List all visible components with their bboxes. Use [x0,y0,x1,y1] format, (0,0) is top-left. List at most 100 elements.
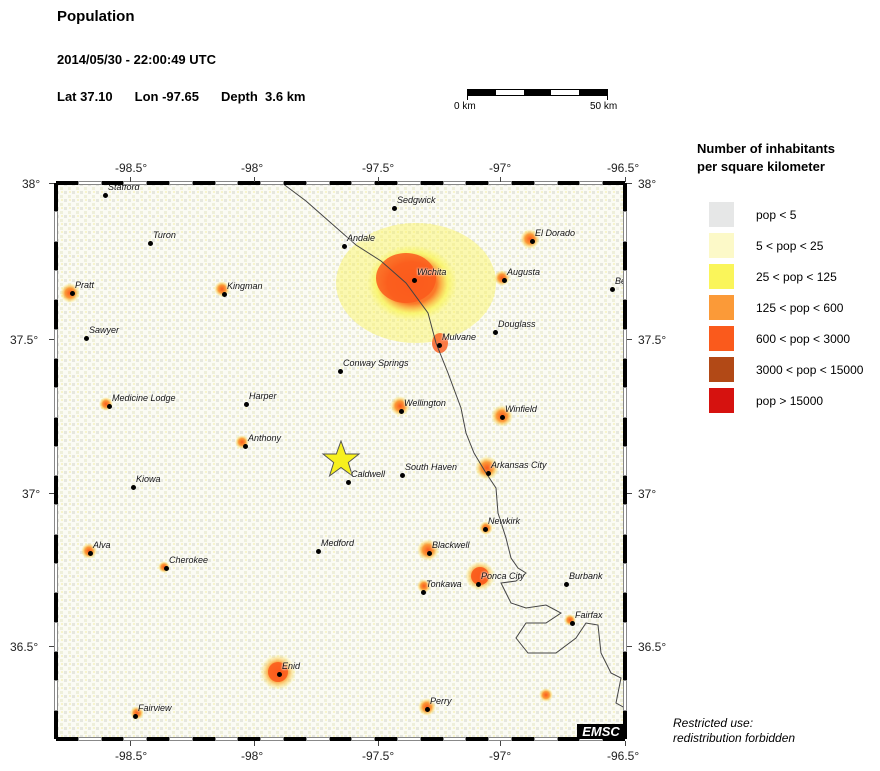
city-dot-icon [400,473,405,478]
epicenter-star-icon[interactable] [321,440,361,478]
city-label: Burbank [569,571,603,581]
lat-label-right: 36.5° [638,640,667,654]
scale-tick-start [467,94,468,100]
legend-swatch [709,295,734,320]
legend-label: 3000 < pop < 15000 [756,362,864,377]
restricted-line2: redistribution forbidden [673,731,796,745]
city-dot-icon [500,415,505,420]
legend-title-line2: per square kilometer [697,159,825,174]
legend-title-line1: Number of inhabitants [697,141,835,156]
city-dot-icon [610,287,615,292]
tick [49,646,54,647]
lon-label-top: -97° [489,161,512,175]
city-label: Kingman [227,281,263,291]
legend-item: pop < 5 [709,202,796,227]
legend-swatch [709,233,734,258]
city-dot-icon [421,590,426,595]
city-label: Kiowa [136,474,161,484]
city-label: El Dorado [535,228,576,238]
city-label: Winfield [505,404,537,414]
event-lat: Lat 37.10 [57,89,113,104]
lat-label-right: 38° [638,177,657,191]
restricted-notice: Restricted use: redistribution forbidden [673,716,795,746]
tick [130,741,131,746]
lat-label-left: 37.5° [10,333,39,347]
city-dot-icon [131,485,136,490]
city-dot-icon [570,621,575,626]
tick [625,177,626,182]
city-label: Stafford [108,182,140,192]
city-label: Conway Springs [343,358,409,368]
map-border-top [56,181,625,185]
city-dot-icon [148,241,153,246]
city-dot-icon [70,291,75,296]
city-dot-icon [88,551,93,556]
city-dot-icon [277,672,282,677]
scale-label-start: 0 km [454,101,476,112]
event-datetime: 2014/05/30 - 22:00:49 UTC [57,52,216,67]
lat-label-left: 38° [22,177,41,191]
city-dot-icon [502,278,507,283]
map-border-bottom [56,737,625,741]
city-label: Douglass [498,319,536,329]
city-dot-icon [103,193,108,198]
legend-label: pop < 5 [756,207,797,222]
tick [627,339,632,340]
city-dot-icon [412,278,417,283]
lon-label-bottom: -98° [241,749,264,763]
city-label: Medford [321,538,355,548]
lon-label-bottom: -97.5° [362,749,395,763]
legend-swatch [709,357,734,382]
city-label: Alva [93,540,111,550]
city-dot-icon [222,292,227,297]
tick [627,646,632,647]
event-depth: Depth 3.6 km [220,89,306,104]
city-dot-icon [164,566,169,571]
city-dot-icon [437,343,442,348]
legend-label: 5 < pop < 25 [756,238,824,253]
tick [378,177,379,182]
population-map[interactable] [56,183,625,739]
lat-label-left: 36.5° [10,640,39,654]
tick [254,177,255,182]
event-coordinates: Lat 37.10 Lon -97.65 Depth 3.6 km [57,89,327,104]
tick [49,493,54,494]
map-border-right [623,183,627,739]
city-dot-icon [392,206,397,211]
city-label: Cherokee [169,555,209,565]
legend-label: 25 < pop < 125 [756,269,837,284]
legend-swatch [709,264,734,289]
city-label: Arkansas City [491,460,547,470]
legend-label: 600 < pop < 3000 [756,331,851,346]
tick [627,183,632,184]
city-label: Turon [153,230,176,240]
legend-item: 600 < pop < 3000 [709,326,850,351]
legend-item: 125 < pop < 600 [709,295,843,320]
city-dot-icon [486,471,491,476]
map-title: Population [57,8,135,25]
city-dot-icon [399,409,404,414]
map-border-left [54,183,58,739]
restricted-line1: Restricted use: [673,716,754,730]
city-label: Blackwell [432,540,470,550]
city-dot-icon [564,582,569,587]
tick [500,177,501,182]
city-dot-icon [483,527,488,532]
city-dot-icon [84,336,89,341]
city-label: Sawyer [89,325,120,335]
lat-label-left: 37° [22,487,41,501]
event-lon: Lon -97.65 [134,89,199,104]
city-label: Mulvane [442,332,477,342]
city-label: Harper [249,391,277,401]
city-dot-icon [427,551,432,556]
city-label: Perry [430,696,452,706]
city-label: Fairfax [575,610,603,620]
tick [500,741,501,746]
tick [254,741,255,746]
legend-title: Number of inhabitants per square kilomet… [697,140,835,176]
lon-label-bottom: -98.5° [115,749,148,763]
city-label: Fairview [138,703,172,713]
city-label: South Haven [405,462,458,472]
legend-item: 5 < pop < 25 [709,233,823,258]
city-label: Caldwell [351,469,386,479]
